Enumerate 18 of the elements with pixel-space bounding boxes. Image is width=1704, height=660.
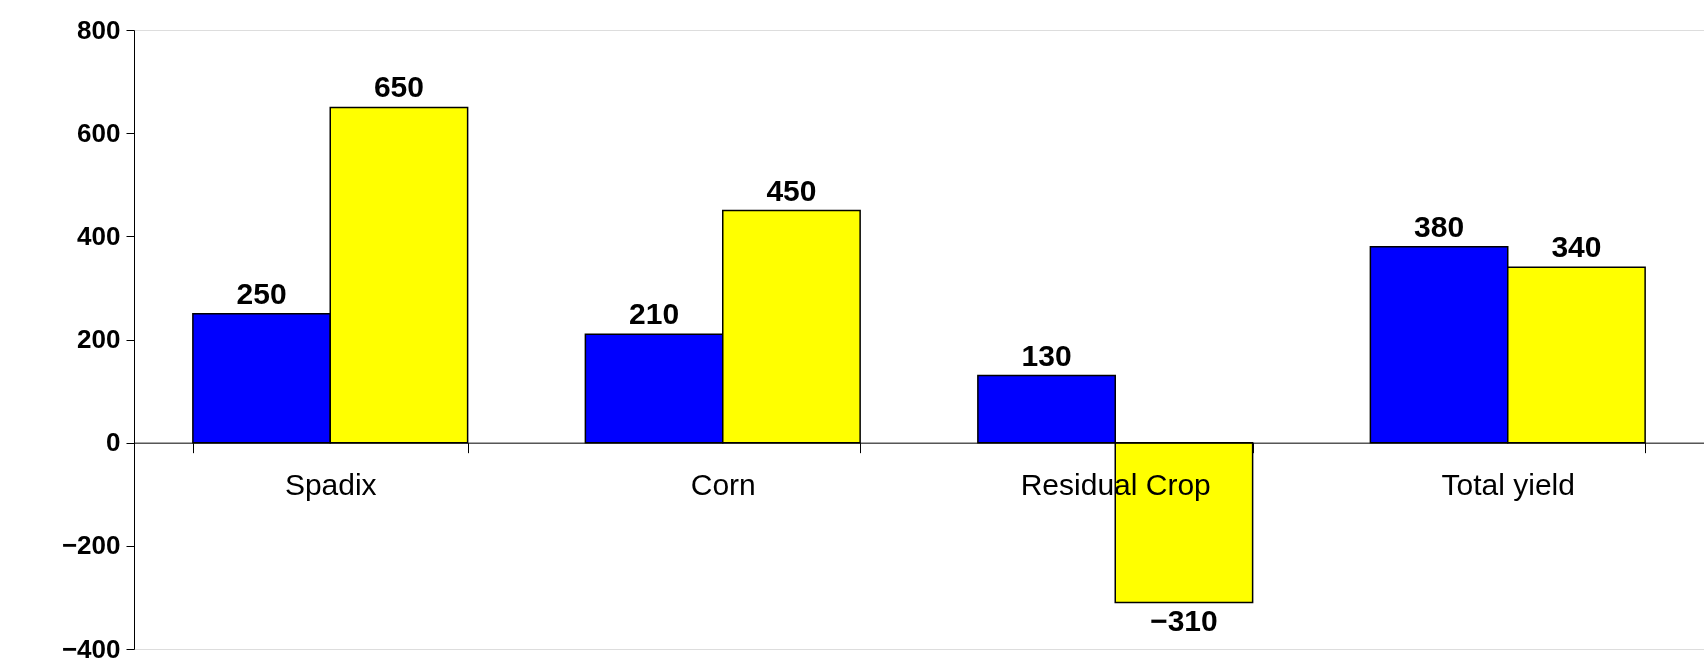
x-tick-label: Total yield [1441, 468, 1575, 502]
y-tick-label: −400 [61, 633, 121, 660]
data-label: 250 [236, 276, 287, 310]
data-label: 450 [766, 173, 817, 207]
y-tick-label: 800 [77, 14, 121, 45]
y-tick-label: 200 [77, 324, 121, 354]
data-label: 650 [373, 70, 424, 104]
y-tick-label: 400 [77, 220, 121, 251]
y-tick-label: −200 [61, 530, 121, 561]
data-label: 340 [1551, 230, 1602, 264]
data-label: 380 [1414, 209, 1465, 243]
data-label: 210 [629, 297, 680, 331]
data-label: −310 [1150, 603, 1218, 637]
x-tick-label: Corn [690, 468, 756, 502]
data-label: 130 [1021, 338, 1072, 372]
y-tick-label: 600 [77, 117, 121, 148]
y-tick-label: 0 [106, 427, 121, 458]
x-tick-label: Spadix [284, 468, 377, 502]
